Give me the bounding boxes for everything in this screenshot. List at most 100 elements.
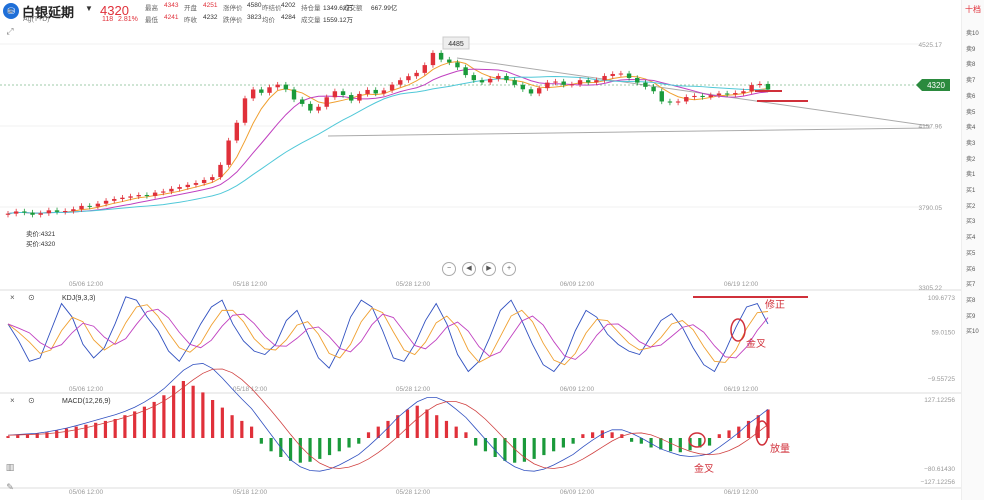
ma-line-10 [7,68,769,215]
stat-label: 最高 [145,5,158,12]
candle-body [422,65,427,73]
kdj-y-axis: 109.6773 59.0150 −9.55725 [928,295,956,383]
x-tick-label: 06/09 12:00 [560,386,595,393]
y-tick-label: 4157.96 [919,123,943,130]
candle-body [22,211,27,213]
macd-bar [639,438,643,444]
macd-bar [347,438,351,448]
pan-left-button[interactable]: ◀ [462,262,476,276]
macd-bar [474,438,478,446]
macd-bar [493,438,497,457]
kdj-line-k [7,296,769,373]
candle-body [161,191,166,193]
macd-bar [142,406,147,438]
macd-bar [727,430,731,438]
svg-text:4485: 4485 [448,41,464,48]
close-icon[interactable]: × [10,293,15,302]
candle-body [594,80,599,83]
x-tick-label: 05/18 12:00 [233,386,268,393]
macd-bar [288,438,293,461]
kdj-crossover-circle [730,318,746,342]
candle-body [291,89,297,100]
x-axis-main: 05/06 12:00 05/18 12:00 05/28 12:00 06/09 1… [69,281,759,288]
macd-bar [35,433,39,438]
macd-bar [532,438,536,459]
candle-body [210,177,215,180]
stat-label: 跌停价 [223,17,243,24]
candle-body [332,91,338,98]
indicator-icon[interactable]: ▥ [5,462,15,472]
stat-label: 均价 [262,17,275,24]
pan-right-button[interactable]: ▶ [482,262,496,276]
candle-body [389,84,395,91]
macd-bar [269,438,273,452]
ma-line-5 [7,60,769,215]
order-book-row: 买1 [966,188,976,194]
macd-bar [454,426,458,438]
candle-body [63,211,68,213]
order-book-row: 买6 [966,266,976,273]
stat-value: 4232 [203,14,218,21]
stat-label: 昨收 [184,17,197,24]
draw-tool-icon[interactable]: ⤢ [6,26,14,36]
candle-body [275,84,280,88]
candle-body [177,187,182,189]
macd-bar [717,434,721,438]
candle-body [463,67,468,76]
candles [5,50,771,218]
y-tick-label: 59.0150 [932,329,956,336]
candle-body [349,95,354,101]
settings-icon[interactable]: ⊙ [28,293,35,302]
order-book-row: 卖10 [966,31,979,37]
stat-value: 4343 [164,2,179,9]
price-chart-area[interactable]: 4525.17 4157.96 3790.05 3305.22 4485 4320 卖… [0,0,962,500]
candle-body [635,77,640,83]
close-icon[interactable]: × [10,396,15,405]
candle-body [765,83,771,90]
candle-body [479,80,485,83]
macd-bar [357,438,361,444]
x-tick-label: 05/18 12:00 [233,489,268,496]
macd-bar [668,438,673,452]
x-tick-label: 05/06 12:00 [69,489,104,496]
candle-body [504,75,509,81]
macd-bar [6,436,10,438]
macd-bar [45,432,49,438]
instrument-code: Ag(T+D) [23,16,50,23]
instrument-name[interactable]: 白银延期 [22,5,75,20]
candle-body [193,183,199,185]
candle-body [259,89,264,93]
macd-bar [84,424,88,438]
candle-body [447,59,452,63]
zoom-in-button[interactable]: + [502,262,516,276]
candle-body [569,84,575,86]
order-book-header[interactable]: 十档 [965,5,981,14]
candle-body [316,106,321,111]
y-tick-label: 127.12256 [924,397,955,404]
macd-bar [503,438,507,461]
candle-body [267,87,272,93]
order-book-row: 买10 [966,329,979,336]
macd-bar [327,438,332,456]
stat-value: 4580 [247,2,262,9]
macd-crossover-circle [688,432,706,448]
chevron-down-icon[interactable]: ▼ [85,4,93,13]
candle-body [46,210,52,214]
settings-icon[interactable]: ⊙ [28,396,35,405]
macd-bar [259,438,263,444]
pen-icon[interactable]: ✎ [6,482,14,492]
coin-logo-icon: ⛁ [3,3,19,19]
order-book-row: 买3 [966,219,976,226]
candle-body [618,73,624,75]
main-y-axis: 4525.17 4157.96 3790.05 3305.22 [919,42,943,292]
order-book-panel: 十档 卖10 卖9 卖8 卖7 卖6 卖5 卖4 卖3 卖2 卖1 买1 买2 买3 买4 买5 买6 买7 买8… [961,0,984,500]
x-tick-label: 05/18 12:00 [233,281,268,288]
zoom-out-button[interactable]: − [442,262,456,276]
order-book-row: 卖3 [966,140,976,147]
bid-price: 买价:4320 [26,240,56,248]
macd-bar [552,438,556,452]
macd-bar [181,381,185,438]
macd-bar [230,415,234,438]
collapse-icon[interactable]: ≡ [7,6,13,16]
candle-body [684,97,689,102]
